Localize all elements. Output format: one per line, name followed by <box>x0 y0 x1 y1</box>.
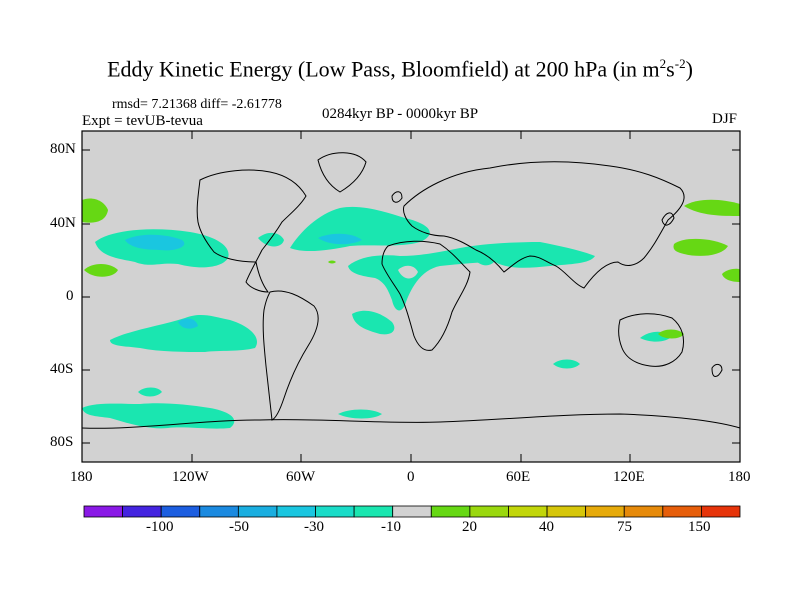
lon-ticks <box>81 131 631 462</box>
colorbar-swatch <box>392 505 432 518</box>
region-north-africa-arabia <box>348 242 595 311</box>
lon-label-180e: 180 <box>728 469 751 485</box>
lon-label-180w: 180 <box>70 469 93 485</box>
lat-label-80s: 80S <box>50 434 74 450</box>
coast-new-zealand <box>711 363 723 377</box>
region-southern-ocean-1 <box>82 403 235 429</box>
colorbar-swatch <box>585 505 625 518</box>
colorbar-swatch <box>430 505 471 518</box>
season-label: DJF <box>712 111 738 127</box>
colorbar-swatch <box>701 505 741 518</box>
experiment-label: Expt = tevUB-tevua <box>82 113 203 129</box>
region-gulf <box>258 232 284 247</box>
colorbar-swatch <box>315 505 355 518</box>
region-australia-north <box>658 329 684 339</box>
chart-title: Eddy Kinetic Energy (Low Pass, Bloomfiel… <box>107 56 693 82</box>
lon-label-60w: 60W <box>286 469 316 485</box>
lon-label-120w: 120W <box>172 469 209 485</box>
colorbar-swatch <box>237 505 278 518</box>
colorbar-swatch <box>122 505 162 518</box>
coast-africa <box>381 240 471 351</box>
region-ne-pacific-edge <box>684 199 740 216</box>
region-south-atlantic <box>352 310 395 335</box>
lat-label-80n: 80N <box>50 141 76 157</box>
lat-ticks <box>82 149 740 444</box>
colorbar-swatch <box>623 505 664 518</box>
lon-label-60e: 60E <box>506 469 531 485</box>
colorbar-label: -100 <box>146 519 174 535</box>
colorbar-swatch <box>83 505 123 518</box>
colorbar-label: 75 <box>617 519 632 535</box>
coast-eurasia <box>403 161 685 289</box>
colorbar-swatch <box>160 505 201 518</box>
lon-label-0: 0 <box>407 469 415 485</box>
coast-antarctica <box>81 413 741 429</box>
colorbar <box>83 505 741 518</box>
lat-label-40n: 40N <box>50 215 76 231</box>
lat-label-0: 0 <box>66 288 74 304</box>
region-north-pacific-core <box>125 234 185 251</box>
colorbar-label: -50 <box>229 519 249 535</box>
region-southern-ocean-3 <box>338 409 382 419</box>
colorbar-swatch <box>199 505 239 518</box>
coast-uk <box>391 191 403 203</box>
region-north-atlantic-core <box>318 233 362 245</box>
region-south-pacific-core <box>178 318 198 329</box>
coast-greenland <box>317 152 367 193</box>
region-south-pacific <box>110 314 258 352</box>
positive-anomaly-regions <box>82 198 740 339</box>
region-southern-ocean-2 <box>138 387 162 397</box>
region-pacific-east <box>673 238 728 256</box>
region-pacific-far-east <box>722 268 740 282</box>
colorbar-swatch <box>508 505 548 518</box>
region-indian-ocean <box>553 359 580 369</box>
coast-north-america <box>196 169 307 293</box>
region-pacific-west <box>84 264 118 277</box>
colorbar-swatch <box>276 505 316 518</box>
colorbar-swatch <box>353 505 394 518</box>
colorbar-swatch <box>469 505 509 518</box>
coastlines <box>81 152 741 429</box>
colorbar-label: -10 <box>381 519 401 535</box>
colorbar-label: 150 <box>688 519 711 535</box>
coast-south-america <box>262 290 319 421</box>
rmsd-label: rmsd= 7.21368 diff= -2.61778 <box>112 97 282 112</box>
region-atlantic-small <box>328 260 336 264</box>
colorbar-label: -30 <box>304 519 324 535</box>
period-label: 0284kyr BP - 0000kyr BP <box>322 106 479 122</box>
colorbar-swatch <box>662 505 702 518</box>
lon-label-120e: 120E <box>613 469 645 485</box>
coast-japan <box>661 212 675 226</box>
colorbar-swatch <box>546 505 587 518</box>
region-nw-pacific-edge <box>82 198 108 223</box>
lat-label-40s: 40S <box>50 361 74 377</box>
colorbar-label: 40 <box>539 519 554 535</box>
region-hole <box>398 265 418 279</box>
coast-australia <box>618 313 685 367</box>
colorbar-label: 20 <box>462 519 477 535</box>
